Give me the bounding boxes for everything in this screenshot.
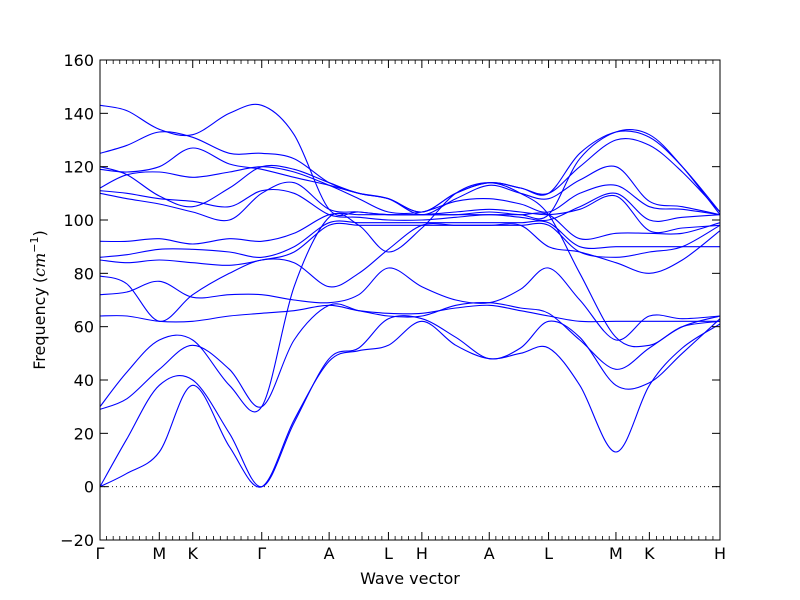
x-tick-label-10: M xyxy=(609,544,623,563)
band-line-9 xyxy=(100,220,720,258)
x-tick-label-5: A xyxy=(324,544,335,563)
y-tick-label-10: 160 xyxy=(63,51,94,70)
band-line-6 xyxy=(100,267,720,341)
x-tick-label-3: K xyxy=(187,544,198,563)
band-line-1 xyxy=(100,320,720,488)
y-axis-ticks: −20 0 20 40 60 80 100 120 140 160 xyxy=(60,51,720,550)
x-tick-label-1: Γ xyxy=(96,544,105,563)
x-tick-label-12: H xyxy=(714,544,726,563)
y-axis-title-main: Frequency xyxy=(30,287,49,370)
y-tick-label-6: 80 xyxy=(74,264,94,283)
band-line-4 xyxy=(100,182,720,413)
band-line-8 xyxy=(100,222,720,266)
x-minor-ticks xyxy=(106,60,714,540)
plot-area xyxy=(100,60,720,540)
x-tick-label-11: K xyxy=(644,544,655,563)
phonon-bands xyxy=(100,103,720,488)
x-tick-label-2: M xyxy=(152,544,166,563)
y-tick-label-4: 40 xyxy=(74,371,94,390)
plot-frame xyxy=(99,59,721,541)
x-tick-label-6: L xyxy=(384,544,393,563)
x-tick-label-8: A xyxy=(484,544,495,563)
y-axis-title-open: ( xyxy=(30,277,49,283)
band-line-5 xyxy=(100,304,720,323)
y-tick-label-2: 0 xyxy=(84,478,94,497)
x-tick-label-7: H xyxy=(416,544,428,563)
x-tick-label-4: Γ xyxy=(257,544,266,563)
band-line-14 xyxy=(100,147,720,216)
x-tick-label-9: L xyxy=(544,544,553,563)
y-axis-title-close: ) xyxy=(30,230,49,236)
y-axis-title-unit: cm xyxy=(30,253,49,277)
y-tick-label-1: −20 xyxy=(60,531,94,550)
y-tick-label-5: 60 xyxy=(74,318,94,337)
band-line-3 xyxy=(100,302,720,410)
band-line-17 xyxy=(100,103,720,220)
band-line-7 xyxy=(100,222,720,322)
band-line-13 xyxy=(100,166,720,216)
y-tick-label-3: 20 xyxy=(74,424,94,443)
y-tick-label-9: 140 xyxy=(63,104,94,123)
band-line-12 xyxy=(100,188,720,222)
y-axis-title: Frequency (cm−1) xyxy=(28,230,49,370)
y-tick-label-7: 100 xyxy=(63,211,94,230)
x-axis-title: Wave vector xyxy=(360,569,460,588)
y-axis-title-exp: −1 xyxy=(28,236,41,252)
y-tick-label-8: 120 xyxy=(63,158,94,177)
